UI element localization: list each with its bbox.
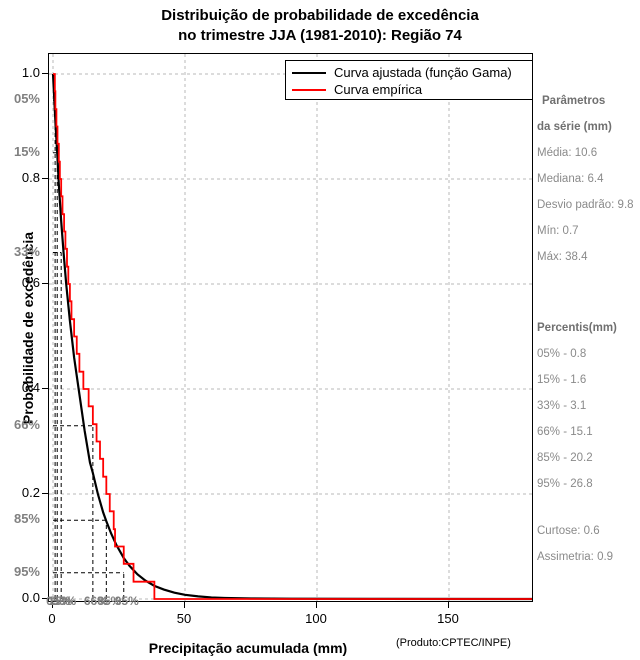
legend-item-empirical: Curva empírica [286, 81, 532, 98]
legend-item-fitted: Curva ajustada (função Gama) [286, 64, 532, 81]
stat-curtose: Curtose: 0.6 [537, 525, 600, 537]
legend-swatch-empirical [292, 88, 326, 91]
y-tick-mark [42, 598, 48, 599]
y-tick-label: 1.0 [21, 65, 40, 80]
y-percentile-label: 05% [13, 91, 40, 107]
y-tick-label: 0.8 [21, 170, 40, 185]
stat-media: Média: 10.6 [537, 147, 598, 159]
panel-heading-percentis: Percentis(mm) [537, 322, 617, 334]
y-tick-label: 0.0 [21, 590, 40, 605]
legend-label-fitted: Curva ajustada (função Gama) [334, 65, 512, 80]
x-tick-mark [316, 602, 317, 608]
x-percentile-label: 15% [48, 594, 73, 608]
x-percentile-label: 05% [46, 594, 71, 608]
x-percentile-label: 66% [83, 594, 108, 608]
y-percentile-label: 85% [13, 511, 40, 527]
x-axis-title: Precipitação acumulada (mm) [148, 640, 348, 656]
y-tick-mark [42, 178, 48, 179]
side-panel-shape: Curtose: 0.6 Assimetria: 0.9 [537, 525, 640, 577]
percentil-66: 66% - 15.1 [537, 426, 593, 438]
chart-legend: Curva ajustada (função Gama) Curva empír… [285, 60, 533, 100]
y-percentile-label: 15% [13, 143, 40, 159]
y-percentile-label: 95% [13, 563, 40, 579]
stat-mediana: Mediana: 6.4 [537, 173, 604, 185]
chart-title: Distribuição de probabilidade de excedên… [0, 6, 640, 46]
title-line-1: Distribuição de probabilidade de excedên… [161, 7, 479, 24]
plot-inner [49, 54, 532, 601]
panel-heading-1: Parâmetros [542, 95, 606, 107]
percentil-05: 05% - 0.8 [537, 348, 587, 360]
y-tick-label: 0.6 [21, 275, 40, 290]
x-tick-label: 150 [437, 611, 459, 626]
side-panel-percentis: Percentis(mm) 05% - 0.8 15% - 1.6 33% - … [537, 322, 640, 504]
x-tick-mark [52, 602, 53, 608]
x-tick-mark [448, 602, 449, 608]
percentil-15: 15% - 1.6 [537, 374, 587, 386]
percentil-95: 95% - 26.8 [537, 478, 593, 490]
x-tick-label: 100 [305, 611, 327, 626]
y-tick-mark [42, 493, 48, 494]
stat-max: Máx: 38.4 [537, 251, 588, 263]
x-tick-label: 50 [176, 611, 192, 626]
percentil-85: 85% - 20.2 [537, 452, 593, 464]
side-panel-parameters: Parâmetros da série (mm) Média: 10.6 Med… [537, 95, 640, 277]
y-percentile-label: 66% [13, 416, 40, 432]
produto-note: (Produto:CPTEC/INPE) [396, 637, 511, 649]
stat-min: Mín: 0.7 [537, 225, 579, 237]
x-tick-label: 0 [48, 611, 56, 626]
legend-swatch-fitted [292, 71, 326, 74]
x-percentile-label: 85% [97, 594, 122, 608]
y-percentile-label: 33% [13, 243, 40, 259]
y-tick-label: 0.4 [21, 380, 40, 395]
title-line-2: no trimestre JJA (1981-2010): Região 74 [178, 27, 462, 44]
y-tick-mark [42, 388, 48, 389]
plot-area [48, 53, 533, 602]
panel-heading-2: da série (mm) [537, 121, 612, 133]
y-tick-mark [42, 283, 48, 284]
stat-desvio-padrao: Desvio padrão: 9.8 [537, 199, 634, 211]
percentil-33: 33% - 3.1 [537, 400, 587, 412]
chart-canvas [49, 54, 532, 601]
x-percentile-label: 95% [114, 594, 139, 608]
y-tick-mark [42, 73, 48, 74]
y-tick-label: 0.2 [21, 485, 40, 500]
legend-label-empirical: Curva empírica [334, 82, 423, 97]
x-tick-mark [184, 602, 185, 608]
stat-assimetria: Assimetria: 0.9 [537, 551, 614, 563]
x-percentile-label: 33% [52, 594, 77, 608]
